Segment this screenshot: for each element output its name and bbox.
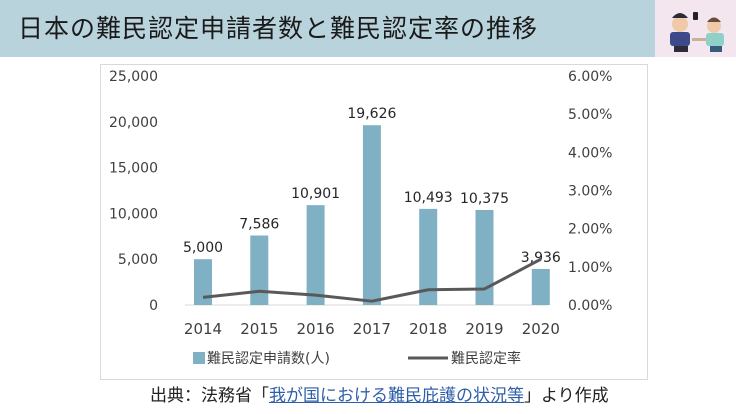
x-tick-label: 2018 <box>409 320 447 338</box>
legend-label-line: 難民認定率 <box>451 350 521 367</box>
legend-label-bars: 難民認定申請数(人) <box>207 351 330 367</box>
x-tick-label: 2019 <box>465 320 503 338</box>
y-left-tick-label: 0 <box>149 298 158 314</box>
source-prefix: 出典：法務省「 <box>150 386 269 406</box>
source-suffix: 」より作成 <box>524 386 609 406</box>
bar <box>419 208 438 305</box>
y-right-tick-label: 1.00% <box>568 260 612 276</box>
x-tick-label: 2017 <box>353 320 391 338</box>
bar-data-label: 19,626 <box>347 106 396 122</box>
people-meeting-illustration <box>660 2 732 56</box>
bar <box>250 235 269 305</box>
bar <box>362 125 381 306</box>
bar <box>475 209 494 305</box>
bar <box>306 205 325 305</box>
bar-data-label: 10,493 <box>404 190 453 206</box>
y-right-tick-label: 2.00% <box>568 222 612 238</box>
bar-data-label: 3,936 <box>521 250 561 266</box>
bar <box>194 259 212 305</box>
x-tick-label: 2015 <box>240 320 278 338</box>
bar-data-label: 7,586 <box>239 217 279 233</box>
bar <box>531 268 550 305</box>
y-right-tick-label: 4.00% <box>568 145 612 161</box>
y-left-tick-label: 25,000 <box>109 69 158 85</box>
source-link[interactable]: 我が国における難民庇護の状況等 <box>269 386 524 406</box>
y-right-tick-label: 3.00% <box>568 184 612 200</box>
slide-title: 日本の難民認定申請者数と難民認定率の推移 <box>18 14 539 43</box>
y-right-tick-label: 0.00% <box>568 298 612 314</box>
y-left-tick-label: 15,000 <box>109 161 158 177</box>
x-tick-label: 2020 <box>522 320 560 338</box>
y-right-tick-label: 6.00% <box>568 69 612 85</box>
header-band <box>0 0 736 57</box>
y-left-tick-label: 10,000 <box>109 206 158 222</box>
y-right-tick-label: 5.00% <box>568 107 612 123</box>
line-series-rate <box>202 257 542 303</box>
x-tick-label: 2016 <box>297 320 335 338</box>
y-left-tick-label: 20,000 <box>109 115 158 131</box>
bar-data-label: 5,000 <box>183 240 223 256</box>
legend-swatch-bars <box>193 352 205 364</box>
source-note: 出典：法務省「我が国における難民庇護の状況等」より作成 <box>150 384 730 408</box>
y-left-tick-label: 5,000 <box>118 252 158 268</box>
bar-data-label: 10,375 <box>460 191 509 207</box>
bar-data-label: 10,901 <box>291 186 340 202</box>
x-tick-label: 2014 <box>184 320 222 338</box>
